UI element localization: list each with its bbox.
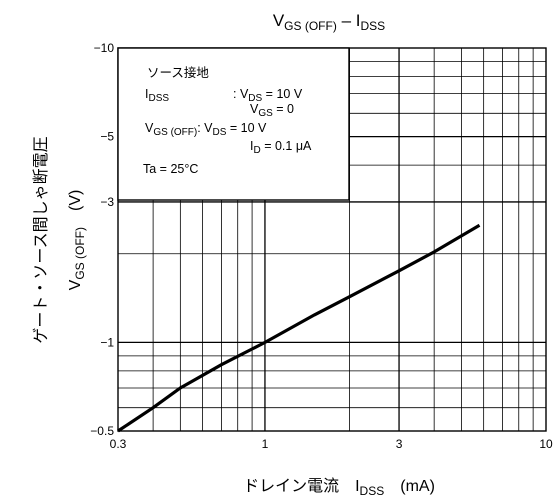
- legend-line-1: IDSS: VDS = 10 V: [145, 87, 303, 104]
- y-tick-label: −1: [100, 335, 114, 349]
- legend-line-4: ID = 0.1 μA: [250, 139, 312, 156]
- x-tick-label: 3: [396, 437, 403, 451]
- x-axis-title: ドレイン電流 IDSS (mA): [243, 477, 435, 498]
- y-tick-label: −5: [100, 130, 114, 144]
- y-tick-label: −10: [94, 41, 115, 55]
- x-tick-labels: 0.3 1 3 10: [110, 437, 553, 451]
- svg-text:VGS (OFF) (V): VGS (OFF) (V): [67, 190, 87, 291]
- y-axis-title: ゲート・ソース間しゃ断電圧 VGS (OFF) (V): [32, 136, 87, 343]
- y-tick-label: −0.5: [90, 424, 114, 438]
- x-tick-label: 10: [539, 437, 553, 451]
- title-sub2: DSS: [360, 19, 385, 33]
- legend-box: ソース接地 IDSS: VDS = 10 V VGS = 0 VGS (OFF)…: [117, 47, 350, 201]
- title-v: V: [273, 11, 285, 30]
- x-tick-label: 0.3: [110, 437, 127, 451]
- legend-line-2: VGS = 0: [250, 102, 294, 119]
- series-line: [117, 223, 481, 433]
- legend-line-0: ソース接地: [147, 65, 209, 80]
- y-tick-labels: −10 −5 −3 −1 −0.5: [90, 41, 114, 438]
- legend-line-3: VGS (OFF): VDS = 10 V: [145, 121, 267, 138]
- x-tick-label: 1: [262, 437, 269, 451]
- chart-title: VGS (OFF) – IDSS: [273, 11, 385, 33]
- svg-text:ゲート・ソース間しゃ断電圧: ゲート・ソース間しゃ断電圧: [32, 136, 50, 343]
- title-sub1: GS (OFF): [284, 19, 337, 33]
- y-tick-label: −3: [100, 195, 114, 209]
- legend-line-5: Ta = 25°C: [143, 162, 198, 176]
